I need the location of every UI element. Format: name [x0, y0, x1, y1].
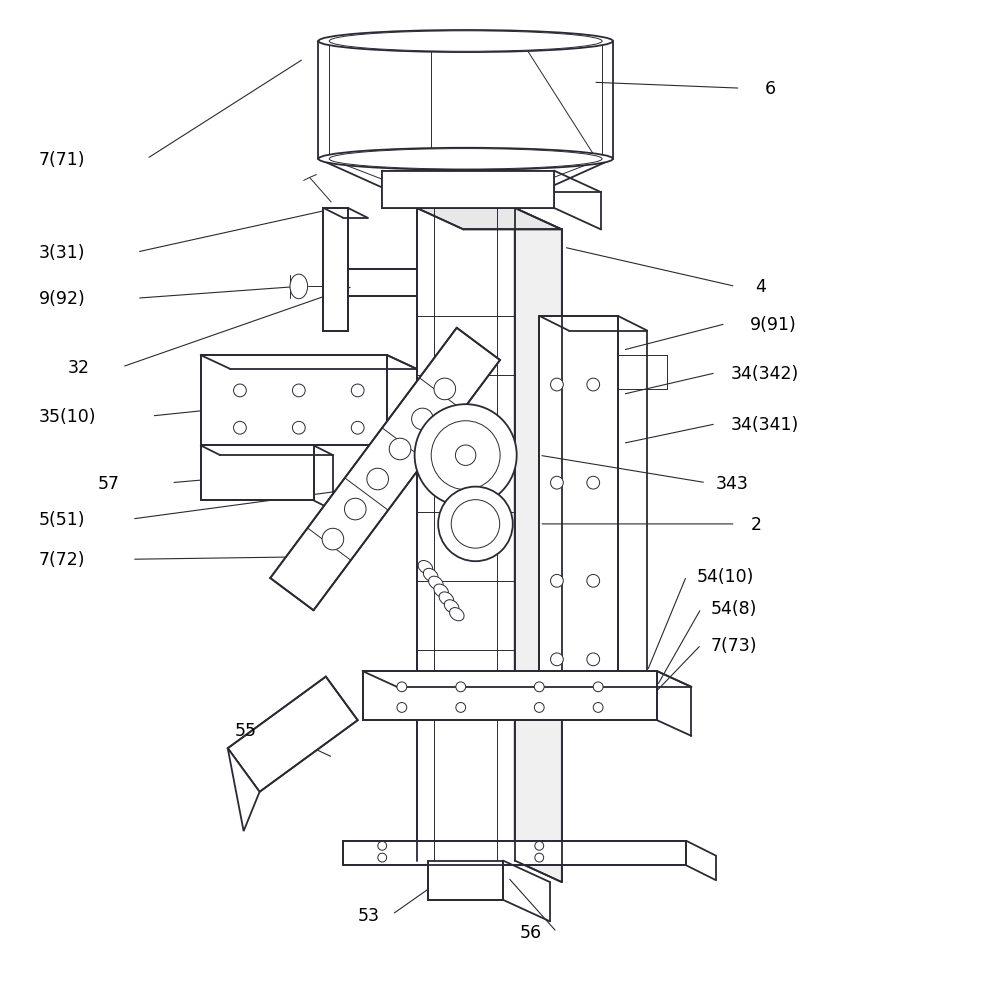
- Ellipse shape: [593, 682, 603, 692]
- Ellipse shape: [318, 149, 613, 171]
- Polygon shape: [228, 677, 358, 792]
- Ellipse shape: [455, 446, 476, 466]
- Text: 56: 56: [520, 923, 542, 942]
- Ellipse shape: [593, 703, 603, 713]
- Ellipse shape: [234, 385, 246, 397]
- Polygon shape: [417, 209, 562, 231]
- Text: 34(342): 34(342): [731, 365, 799, 383]
- Text: 55: 55: [235, 722, 257, 740]
- Ellipse shape: [378, 853, 387, 862]
- Ellipse shape: [587, 575, 600, 588]
- Polygon shape: [201, 446, 314, 501]
- Ellipse shape: [418, 561, 433, 574]
- Ellipse shape: [329, 32, 602, 52]
- Ellipse shape: [587, 379, 600, 391]
- Ellipse shape: [456, 682, 466, 692]
- Ellipse shape: [378, 841, 387, 850]
- Ellipse shape: [322, 528, 344, 550]
- Text: 54(10): 54(10): [696, 567, 754, 586]
- Text: 9(92): 9(92): [39, 290, 85, 308]
- Text: 54(8): 54(8): [711, 599, 757, 617]
- Ellipse shape: [329, 150, 602, 170]
- Text: 6: 6: [765, 80, 776, 98]
- Text: 3(31): 3(31): [39, 244, 85, 261]
- Text: 2: 2: [750, 516, 761, 533]
- Polygon shape: [323, 209, 348, 331]
- Ellipse shape: [397, 703, 407, 713]
- Ellipse shape: [535, 841, 544, 850]
- Ellipse shape: [450, 608, 464, 621]
- Ellipse shape: [423, 569, 438, 582]
- Polygon shape: [363, 671, 657, 721]
- Ellipse shape: [459, 466, 473, 480]
- Ellipse shape: [551, 654, 563, 667]
- Polygon shape: [228, 748, 260, 831]
- Text: 7(71): 7(71): [39, 151, 85, 169]
- Ellipse shape: [534, 703, 544, 713]
- Ellipse shape: [344, 499, 366, 521]
- Text: 9(91): 9(91): [750, 316, 797, 333]
- Text: 57: 57: [98, 474, 120, 492]
- Ellipse shape: [389, 439, 411, 460]
- Ellipse shape: [459, 526, 473, 539]
- Ellipse shape: [292, 422, 305, 435]
- Polygon shape: [201, 356, 387, 446]
- Polygon shape: [417, 209, 515, 861]
- Ellipse shape: [412, 409, 433, 430]
- Ellipse shape: [551, 379, 563, 391]
- Ellipse shape: [587, 654, 600, 667]
- Ellipse shape: [439, 593, 454, 605]
- Ellipse shape: [318, 31, 613, 53]
- Ellipse shape: [534, 682, 544, 692]
- Polygon shape: [382, 172, 554, 209]
- Ellipse shape: [451, 500, 500, 548]
- Polygon shape: [348, 269, 417, 297]
- Text: 53: 53: [358, 905, 380, 924]
- Ellipse shape: [367, 468, 388, 490]
- Ellipse shape: [415, 405, 517, 507]
- Text: 5(51): 5(51): [39, 511, 85, 528]
- Text: 7(72): 7(72): [39, 550, 85, 569]
- Ellipse shape: [535, 853, 544, 862]
- Text: 34(341): 34(341): [731, 415, 799, 434]
- Text: 7(73): 7(73): [711, 636, 758, 654]
- Ellipse shape: [292, 385, 305, 397]
- Ellipse shape: [290, 275, 308, 300]
- Ellipse shape: [431, 421, 500, 490]
- Ellipse shape: [397, 682, 407, 692]
- Text: 343: 343: [716, 474, 749, 492]
- Ellipse shape: [438, 487, 513, 562]
- Ellipse shape: [234, 422, 246, 435]
- Ellipse shape: [429, 577, 443, 590]
- Ellipse shape: [551, 477, 563, 490]
- Ellipse shape: [434, 379, 456, 400]
- Polygon shape: [428, 861, 503, 900]
- Ellipse shape: [351, 385, 364, 397]
- Ellipse shape: [551, 575, 563, 588]
- Ellipse shape: [456, 703, 466, 713]
- Ellipse shape: [444, 600, 459, 613]
- Polygon shape: [539, 317, 618, 699]
- Polygon shape: [270, 328, 500, 610]
- Text: 35(10): 35(10): [39, 407, 96, 426]
- Ellipse shape: [351, 422, 364, 435]
- Text: 4: 4: [755, 278, 766, 296]
- Polygon shape: [515, 209, 562, 882]
- Ellipse shape: [587, 477, 600, 490]
- Polygon shape: [343, 841, 686, 866]
- Text: 32: 32: [68, 359, 90, 377]
- Ellipse shape: [434, 585, 448, 598]
